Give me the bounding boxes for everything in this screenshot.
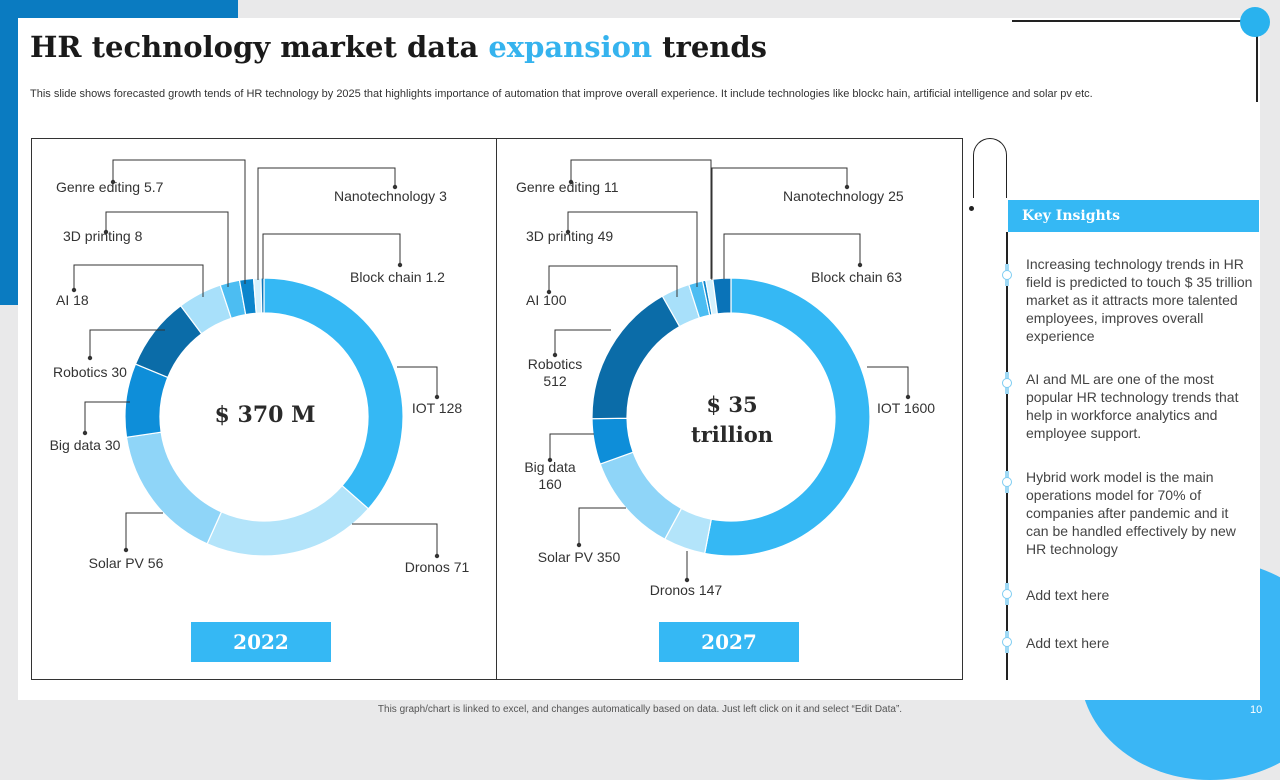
leader-line (549, 433, 594, 460)
year-badge-2022: 2022 (191, 622, 331, 662)
leader-line (112, 159, 246, 284)
data-label-2027-dronos: Dronos 147 (649, 582, 723, 598)
leader-line (567, 211, 698, 287)
leader-dot (905, 394, 911, 400)
insight-dot (1002, 270, 1012, 280)
insight-item-5: Add text here (1026, 635, 1110, 651)
corner-line-horizontal (1012, 20, 1256, 22)
insight-item-1: Increasing technology trends in HR field… (1026, 256, 1253, 344)
chart-2022-center-value: $ 370 M (165, 402, 365, 428)
leader-line (89, 329, 165, 358)
leader-dot (576, 542, 582, 548)
insights-hook-dot (969, 206, 974, 211)
insight-item-4: Add text here (1026, 587, 1110, 603)
chart-2022-center-line1: $ 370 M (214, 402, 316, 428)
leader-line (867, 366, 909, 397)
leader-line (73, 264, 204, 297)
leader-dot (552, 352, 558, 358)
leader-line (397, 366, 438, 397)
data-label-2027-ai: AI 100 (526, 292, 567, 308)
insights-hook-line (973, 138, 1007, 198)
charts-frame (31, 138, 963, 680)
leader-line (570, 159, 712, 284)
leader-dot (684, 577, 690, 583)
insights-timeline (1006, 232, 1008, 680)
donut-charts (71, 159, 911, 583)
data-label-2027-nanotechnology: Nanotechnology 25 (783, 188, 904, 204)
donut-slice-2027-block-chain (712, 277, 732, 315)
title-prefix: HR technology market data (30, 30, 479, 64)
title-suffix: trends (662, 30, 767, 64)
leader-dot (434, 394, 440, 400)
data-label-2022-3d-printing: 3D printing 8 (63, 228, 143, 244)
leader-line (105, 211, 229, 287)
chart-2027-center-value: $ 35 trillion (632, 390, 832, 450)
leader-dot (434, 553, 440, 559)
data-label-2022-dronos: Dronos 71 (404, 559, 470, 575)
leader-dot (392, 184, 398, 190)
donut-slice-2027-iot (703, 277, 871, 557)
leader-dot (857, 262, 863, 268)
data-label-2027-solar-pv: Solar PV 350 (537, 549, 621, 565)
footer-note: This graph/chart is linked to excel, and… (377, 704, 903, 715)
data-label-2022-genre-editing: Genre editing 5.7 (56, 179, 164, 195)
leader-dot (82, 430, 88, 436)
donut-slice-2022-iot (263, 277, 404, 510)
leader-dot (123, 547, 129, 553)
leader-dot (547, 457, 553, 463)
data-label-2022-big-data: Big data 30 (49, 437, 121, 453)
page-title: HR technology market data expansion tren… (30, 30, 767, 64)
leader-dot (844, 184, 850, 190)
leader-line (723, 233, 861, 279)
data-label-2022-solar-pv: Solar PV 56 (88, 555, 164, 571)
leader-dot (397, 262, 403, 268)
leader-dot (110, 179, 116, 185)
data-label-2027-big-data: Big data 160 (524, 459, 576, 492)
leader-dot (103, 229, 109, 235)
data-label-2027-iot: IOT 1600 (876, 400, 936, 416)
data-label-2022-iot: IOT 128 (411, 400, 463, 416)
insight-dot (1002, 589, 1012, 599)
leader-line (578, 507, 626, 545)
leader-line (125, 512, 163, 550)
data-label-2027-block-chain: Block chain 63 (811, 269, 903, 285)
corner-line-vertical (1256, 26, 1258, 102)
leader-line (84, 401, 130, 433)
leader-line (262, 233, 401, 279)
insight-item-2: AI and ML are one of the most popular HR… (1026, 371, 1239, 441)
insight-dot (1002, 637, 1012, 647)
donut-slice-2022-dronos (206, 484, 370, 557)
leader-dot (71, 287, 77, 293)
leader-dot (87, 355, 93, 361)
leader-dot (565, 229, 571, 235)
data-label-2027-3d-printing: 3D printing 49 (526, 228, 614, 244)
year-badge-2027: 2027 (659, 622, 799, 662)
leader-dot (546, 289, 552, 295)
leader-line (257, 167, 396, 280)
data-label-2022-block-chain: Block chain 1.2 (350, 269, 445, 285)
insight-dot (1002, 378, 1012, 388)
charts-divider (496, 138, 497, 680)
page-subtitle: This slide shows forecasted growth tends… (30, 88, 1093, 100)
leader-line (548, 265, 678, 297)
chart-2027-center-line2: trillion (691, 422, 773, 447)
corner-dot (1240, 7, 1270, 37)
data-label-2027-genre-editing: Genre editing 11 (516, 179, 619, 195)
insight-item-3: Hybrid work model is the main operations… (1026, 469, 1236, 557)
leader-line (554, 329, 611, 355)
donut-slice-2022-block-chain (260, 277, 265, 314)
page-number: 10 (1250, 704, 1263, 716)
chart-2027-center-line1: $ 35 (706, 392, 758, 417)
data-label-2022-robotics: Robotics 30 (53, 364, 127, 380)
title-accent: expansion (488, 30, 653, 64)
data-label-2022-ai: AI 18 (56, 292, 89, 308)
data-label-2027-robotics: Robotics 512 (527, 356, 583, 389)
leader-line (352, 523, 438, 556)
leader-dot (568, 179, 574, 185)
data-label-2022-nanotechnology: Nanotechnology 3 (334, 188, 447, 204)
leader-line (711, 167, 848, 280)
insight-dot (1002, 477, 1012, 487)
key-insights-title: Key Insights (1008, 200, 1259, 232)
